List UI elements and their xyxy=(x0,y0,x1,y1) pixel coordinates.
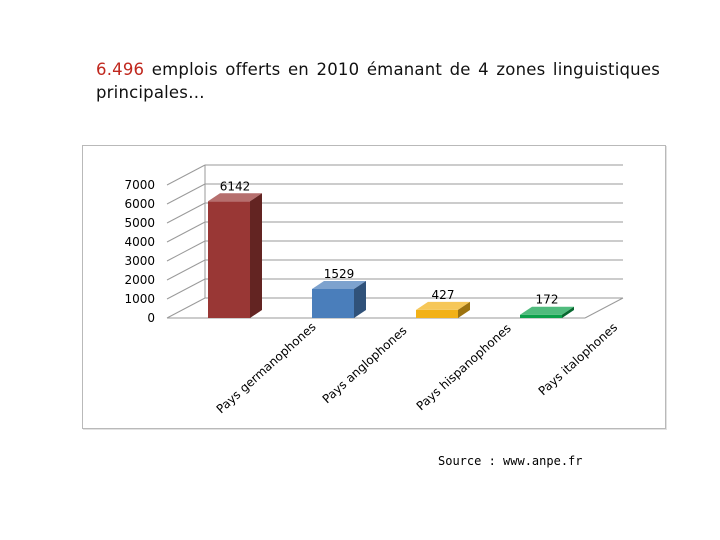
y-tick-label: 0 xyxy=(147,311,155,325)
gridline-depth xyxy=(166,259,206,281)
y-tick-label: 7000 xyxy=(124,178,155,192)
category-label: Pays germanophones xyxy=(214,320,319,417)
category-label: Pays hispanophones xyxy=(414,321,514,413)
headline-text: emplois offerts en 2010 émanant de 4 zon… xyxy=(96,60,660,102)
y-tick-label: 4000 xyxy=(124,235,155,249)
gridline-depth xyxy=(166,240,206,262)
chart-frame: 0 1000 2000 3000 4000 5000 6000 7000 6142 Pays ge… xyxy=(82,145,666,429)
gridline-depth xyxy=(166,183,206,205)
gridline-depth xyxy=(166,202,206,224)
data-label: 1529 xyxy=(324,267,355,281)
gridline-depth xyxy=(166,221,206,243)
bar-top xyxy=(312,280,366,289)
data-label: 427 xyxy=(432,288,455,302)
data-label: 172 xyxy=(536,293,559,307)
bar xyxy=(208,201,250,318)
gridline-depth xyxy=(166,278,206,300)
gridline-depth xyxy=(166,164,206,186)
headline: 6.496 emplois offerts en 2010 émanant de… xyxy=(96,58,660,104)
bar-top xyxy=(520,306,574,315)
data-label: 6142 xyxy=(220,179,251,193)
bar xyxy=(312,288,354,318)
bar xyxy=(416,309,458,318)
source-note: Source : www.anpe.fr xyxy=(438,454,583,468)
bar-chart: 0 1000 2000 3000 4000 5000 6000 7000 6142 Pays ge… xyxy=(124,164,624,417)
floor-depth-edge xyxy=(584,297,624,319)
bar-side xyxy=(458,301,470,318)
bar-side xyxy=(250,193,262,318)
y-tick-label: 6000 xyxy=(124,197,155,211)
gridline-depth xyxy=(166,297,206,319)
headline-number: 6.496 xyxy=(96,60,145,79)
category-label: Pays italophones xyxy=(536,320,620,398)
category-label: Pays anglophones xyxy=(320,323,410,406)
bar-top xyxy=(208,193,262,202)
y-tick-label: 5000 xyxy=(124,216,155,230)
y-tick-label: 1000 xyxy=(124,292,155,306)
y-tick-label: 2000 xyxy=(124,273,155,287)
y-tick-label: 3000 xyxy=(124,254,155,268)
bar-side xyxy=(354,280,366,318)
bar-top xyxy=(416,301,470,310)
bar-side xyxy=(562,306,574,318)
bar xyxy=(520,314,562,318)
